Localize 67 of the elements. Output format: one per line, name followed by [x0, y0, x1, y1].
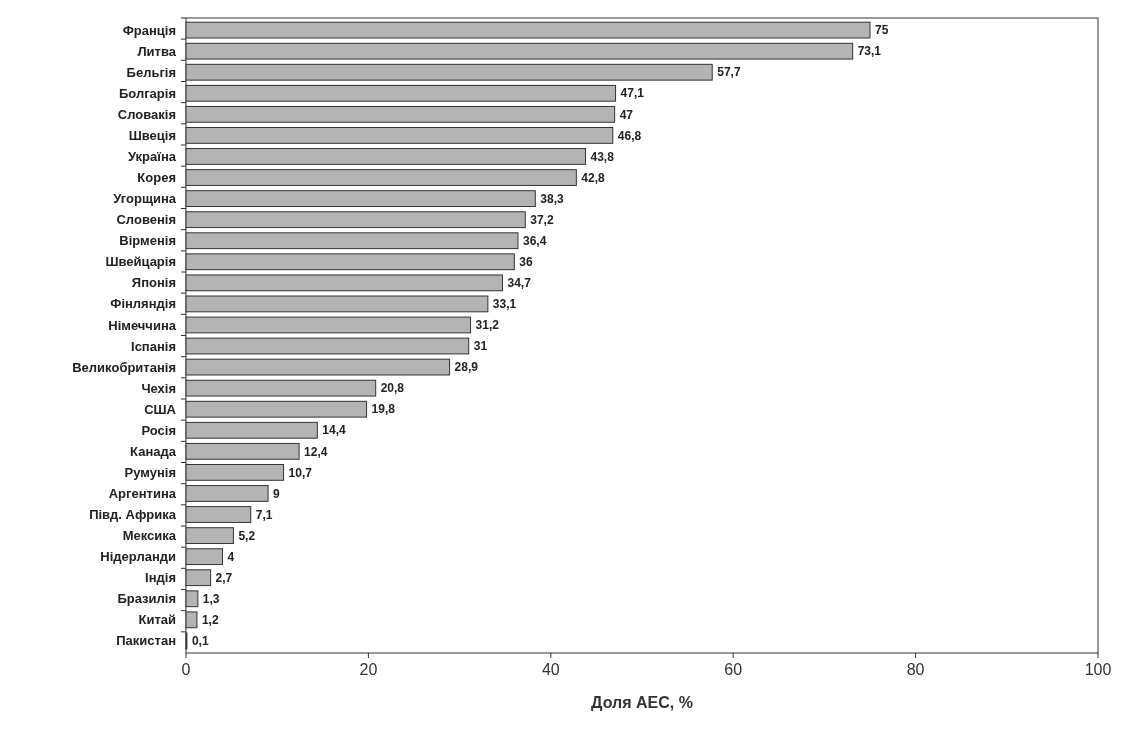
y-tick-label: Німеччина	[108, 317, 177, 333]
data-label: 12,4	[304, 444, 328, 459]
data-label: 47,1	[620, 86, 645, 101]
y-tick-label: Фінляндія	[110, 296, 176, 312]
y-tick-label: Великобританія	[72, 359, 176, 375]
data-label: 9	[273, 486, 281, 501]
y-tick-label: Франція	[122, 22, 176, 38]
data-label: 2,7	[215, 570, 233, 585]
data-label: 19,8	[371, 402, 396, 417]
data-label: 37,2	[530, 212, 554, 227]
data-label: 0,1	[191, 634, 209, 649]
data-label: 73,1	[857, 44, 882, 59]
y-tick-label: Словакія	[117, 106, 176, 122]
data-label: 42,8	[581, 170, 606, 185]
x-tick-label: 20	[359, 661, 378, 678]
data-label: 31,2	[475, 318, 500, 333]
data-label: 1,3	[202, 591, 220, 606]
y-tick-label: Бельгія	[126, 64, 176, 80]
x-tick-label: 100	[1084, 661, 1112, 678]
y-tick-label: Корея	[137, 170, 176, 186]
y-tick-label: Індія	[145, 570, 176, 586]
y-tick-label: Литва	[137, 43, 177, 59]
y-tick-label: Канада	[130, 443, 177, 459]
data-label: 4	[227, 549, 235, 564]
data-label: 36	[519, 254, 533, 269]
data-label: 33,1	[492, 297, 517, 312]
data-label: 47	[619, 107, 634, 122]
y-tick-label: Китай	[138, 612, 177, 628]
x-tick-label: 80	[906, 661, 925, 678]
data-label: 38,3	[540, 191, 564, 206]
data-label: 20,8	[380, 381, 405, 396]
data-label: 57,7	[717, 65, 741, 80]
x-tick-label: 40	[541, 661, 560, 678]
x-tick-label: 0	[181, 661, 191, 678]
y-tick-label: Швеція	[128, 127, 176, 143]
data-label: 1,2	[201, 613, 219, 628]
y-tick-label: Росія	[141, 422, 176, 438]
data-label: 28,9	[454, 360, 479, 375]
data-label: 5,2	[238, 528, 256, 543]
y-tick-label: Швейцарія	[105, 254, 176, 270]
y-tick-label: Японія	[131, 275, 176, 291]
x-axis-title: Доля АЕС, %	[591, 694, 693, 711]
y-tick-label: Болгарія	[118, 85, 176, 101]
data-label: 75	[875, 23, 889, 38]
y-tick-label: Аргентина	[108, 486, 177, 502]
data-label: 46,8	[617, 128, 642, 143]
y-tick-label: Іспанія	[131, 338, 176, 354]
data-label: 36,4	[522, 233, 547, 248]
x-tick-label: 60	[724, 661, 743, 678]
y-tick-label: Румунія	[124, 464, 176, 480]
data-label: 31	[473, 339, 488, 354]
y-tick-label: Нідерланди	[100, 549, 176, 565]
y-tick-label: Вірменія	[119, 233, 176, 249]
y-tick-label: Мексика	[122, 528, 177, 544]
y-tick-label: Україна	[127, 149, 177, 165]
data-label: 7,1	[255, 507, 273, 522]
data-label: 14,4	[322, 423, 347, 438]
y-tick-label: Пакистан	[116, 633, 176, 649]
y-tick-label: Чехія	[141, 380, 176, 396]
y-tick-label: Словенія	[116, 212, 176, 228]
y-tick-label: Півд. Африка	[89, 507, 177, 523]
data-label: 43,8	[590, 149, 615, 164]
data-label: 10,7	[288, 465, 313, 480]
y-tick-label: Бразилія	[117, 591, 176, 607]
data-label: 34,7	[507, 276, 532, 291]
y-tick-label: США	[144, 401, 177, 417]
y-tick-label: Угорщина	[113, 191, 177, 207]
